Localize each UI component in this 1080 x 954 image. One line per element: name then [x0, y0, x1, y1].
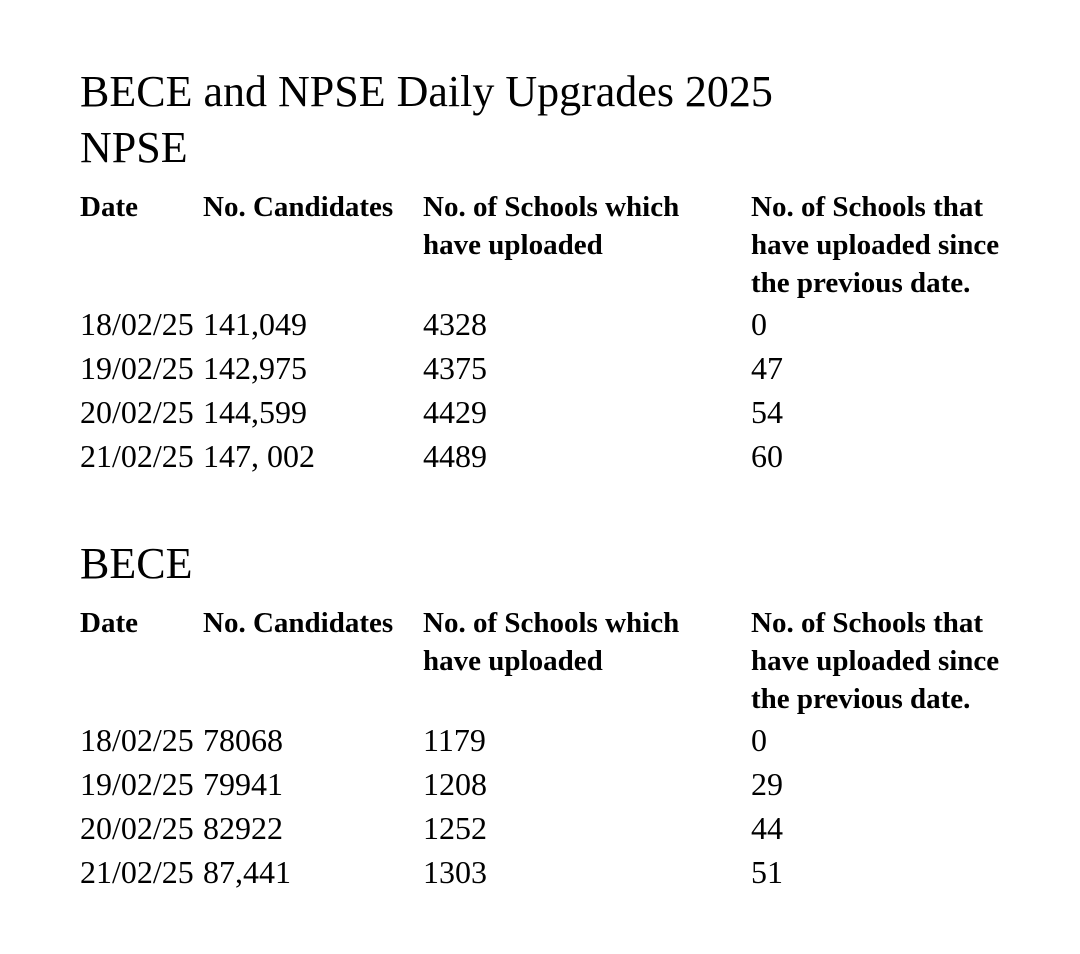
schools-uploaded-cell: 4328 [423, 306, 487, 342]
date-cell: 18/02/25 [80, 306, 194, 342]
candidates-column-header: No. Candidates [203, 191, 394, 223]
document-page: BECE and NPSE Daily Upgrades 2025 NPSE D… [80, 67, 1050, 894]
candidates-cell: 78068 [203, 722, 283, 758]
candidates-cell: 142,975 [203, 350, 307, 386]
schools-since-cell: 47 [751, 350, 783, 386]
bece-table-header: Date No. Candidates No. of Schools which… [80, 604, 1051, 718]
date-cell: 21/02/25 [80, 438, 194, 474]
schools-uploaded-cell: 1252 [423, 810, 487, 846]
schools-uploaded-cell: 4375 [423, 350, 487, 386]
npse-table: Date No. Candidates No. of Schools which… [80, 188, 1051, 478]
candidates-cell: 87,441 [203, 854, 291, 890]
table-row: 18/02/25 141,049 4328 0 [80, 302, 1051, 346]
bece-table-body: 18/02/25 78068 1179 0 19/02/25 79941 120… [80, 718, 1051, 894]
npse-table-header: Date No. Candidates No. of Schools which… [80, 188, 1051, 302]
date-cell: 18/02/25 [80, 722, 194, 758]
section-npse: NPSE Date No. Candidates No. of Schools … [80, 120, 1050, 478]
schools-uploaded-column-header: No. of Schools which have uploaded [423, 607, 680, 677]
date-cell: 19/02/25 [80, 350, 194, 386]
table-row: 20/02/25 82922 1252 44 [80, 806, 1051, 850]
schools-uploaded-cell: 4489 [423, 438, 487, 474]
bece-table: Date No. Candidates No. of Schools which… [80, 604, 1051, 894]
schools-since-cell: 60 [751, 438, 783, 474]
candidates-cell: 144,599 [203, 394, 307, 430]
candidates-cell: 147, 002 [203, 438, 315, 474]
header-row: Date No. Candidates No. of Schools which… [80, 188, 1051, 302]
table-row: 20/02/25 144,599 4429 54 [80, 390, 1051, 434]
schools-uploaded-cell: 1179 [423, 722, 486, 758]
schools-uploaded-cell: 1303 [423, 854, 487, 890]
npse-heading: NPSE [80, 123, 188, 172]
table-row: 19/02/25 142,975 4375 47 [80, 346, 1051, 390]
candidates-cell: 82922 [203, 810, 283, 846]
table-row: 21/02/25 87,441 1303 51 [80, 850, 1051, 894]
schools-uploaded-cell: 4429 [423, 394, 487, 430]
date-column-header: Date [80, 607, 138, 639]
table-row: 18/02/25 78068 1179 0 [80, 718, 1051, 762]
schools-since-cell: 51 [751, 854, 783, 890]
schools-since-cell: 29 [751, 766, 783, 802]
candidates-cell: 79941 [203, 766, 283, 802]
schools-uploaded-column-header: No. of Schools which have uploaded [423, 191, 680, 261]
schools-since-column-header: No. of Schools that have uploaded since … [751, 607, 1000, 715]
header-row: Date No. Candidates No. of Schools which… [80, 604, 1051, 718]
schools-since-cell: 0 [751, 722, 767, 758]
table-row: 21/02/25 147, 002 4489 60 [80, 434, 1051, 478]
candidates-column-header: No. Candidates [203, 607, 394, 639]
schools-since-cell: 54 [751, 394, 783, 430]
date-cell: 21/02/25 [80, 854, 194, 890]
date-cell: 20/02/25 [80, 394, 194, 430]
schools-since-cell: 0 [751, 306, 767, 342]
npse-table-body: 18/02/25 141,049 4328 0 19/02/25 142,975… [80, 302, 1051, 478]
date-cell: 20/02/25 [80, 810, 194, 846]
schools-since-column-header: No. of Schools that have uploaded since … [751, 191, 1000, 299]
page-title: BECE and NPSE Daily Upgrades 2025 [80, 67, 773, 116]
table-row: 19/02/25 79941 1208 29 [80, 762, 1051, 806]
section-bece: BECE Date No. Candidates No. of Schools … [80, 536, 1050, 894]
bece-heading: BECE [80, 539, 193, 588]
candidates-cell: 141,049 [203, 306, 307, 342]
date-cell: 19/02/25 [80, 766, 194, 802]
date-column-header: Date [80, 191, 138, 223]
schools-since-cell: 44 [751, 810, 783, 846]
schools-uploaded-cell: 1208 [423, 766, 487, 802]
